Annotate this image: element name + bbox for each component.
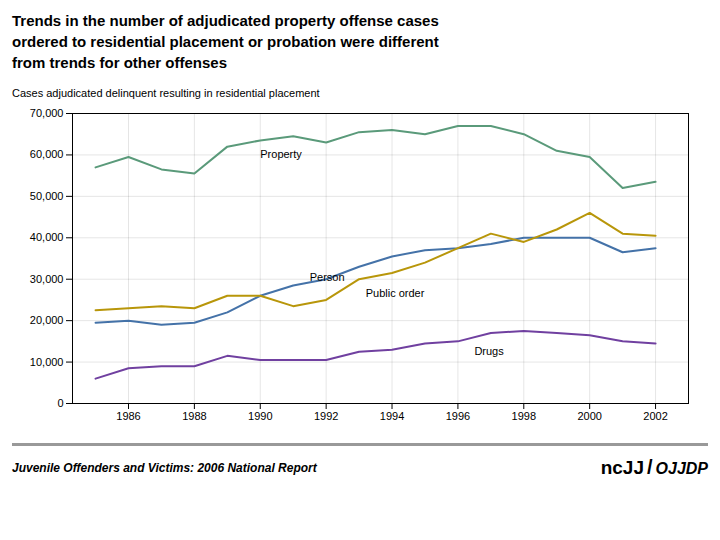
- svg-text:1998: 1998: [512, 410, 536, 422]
- svg-text:Property: Property: [260, 148, 302, 160]
- svg-text:1996: 1996: [446, 410, 470, 422]
- svg-text:1994: 1994: [380, 410, 404, 422]
- html-text:Juvenile Offenders and Victims: Juvenile Offenders and Victims: 2006 Nat…: [12, 460, 317, 475]
- svg-text:40,000: 40,000: [30, 231, 64, 243]
- svg-text:Person: Person: [310, 271, 345, 283]
- svg-text:20,000: 20,000: [30, 314, 64, 326]
- svg-text:2002: 2002: [643, 410, 667, 422]
- svg-text:2000: 2000: [577, 410, 601, 422]
- svg-text:1986: 1986: [116, 410, 140, 422]
- svg-text:70,000: 70,000: [30, 107, 64, 119]
- svg-text:30,000: 30,000: [30, 273, 64, 285]
- html-text:ncJJ /OJJDP: ncJJ /OJJDP: [600, 456, 708, 478]
- svg-text:0: 0: [57, 397, 63, 409]
- svg-text:Public order: Public order: [366, 287, 425, 299]
- html-text:Cases adjudicated delinquent r: Cases adjudicated delinquent resulting i…: [12, 87, 320, 99]
- svg-text:1990: 1990: [248, 410, 272, 422]
- svg-text:50,000: 50,000: [30, 190, 64, 202]
- svg-text:1988: 1988: [182, 410, 206, 422]
- html-text:Trends in the number of adjudi: Trends in the number of adjudicated prop…: [12, 12, 439, 71]
- svg-text:Drugs: Drugs: [474, 345, 504, 357]
- svg-text:10,000: 10,000: [30, 356, 64, 368]
- svg-text:1992: 1992: [314, 410, 338, 422]
- svg-text:60,000: 60,000: [30, 148, 64, 160]
